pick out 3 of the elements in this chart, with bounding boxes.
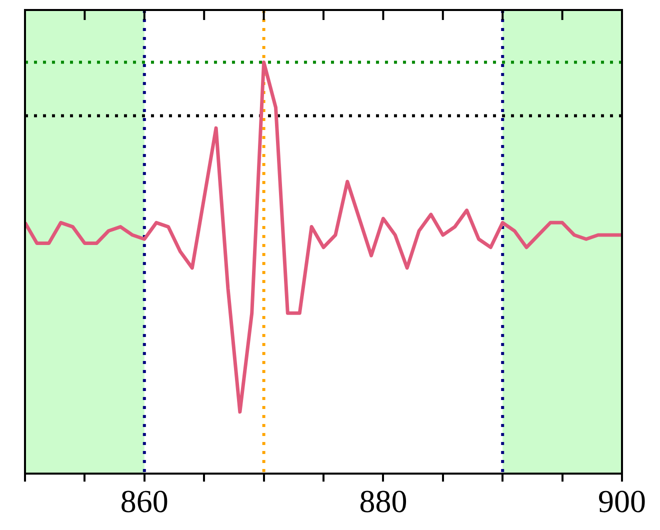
x-tick-label: 860 <box>120 483 168 520</box>
x-tick-label: 880 <box>359 483 408 520</box>
x-tick-label: 900 <box>598 483 646 520</box>
